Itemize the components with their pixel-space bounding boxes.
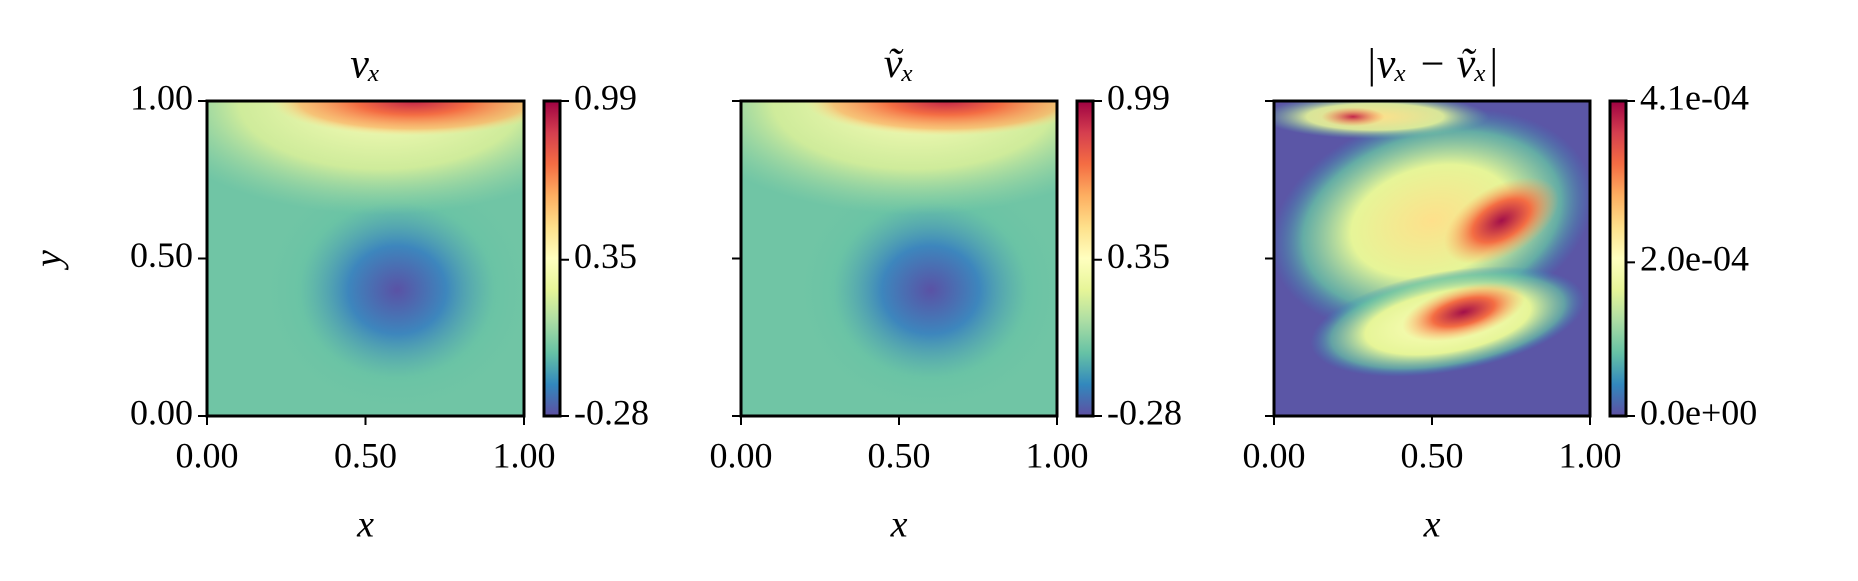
field-blob	[1444, 177, 1559, 265]
field-blob	[804, 101, 1057, 136]
heatmap-field	[741, 101, 1057, 416]
field-blob	[270, 101, 524, 136]
colorbar	[1075, 99, 1095, 418]
field-blob	[1402, 282, 1525, 342]
y-tick-label: 0.00	[130, 392, 193, 432]
y-tick-label: 0.50	[130, 235, 193, 275]
colorbar-tick-label: 2.0e-04	[1640, 239, 1749, 279]
x-tick-label: 0.00	[1243, 435, 1306, 475]
colorbar-tick-label: 0.35	[1107, 236, 1170, 276]
colorbar	[1608, 99, 1628, 418]
x-tick-label: 0.50	[1401, 435, 1464, 475]
field-blob	[791, 164, 1057, 416]
y-axis-label: y	[28, 250, 70, 271]
field-blob	[1321, 107, 1385, 127]
x-tick-label: 0.50	[868, 435, 931, 475]
heatmap-field	[1274, 101, 1590, 416]
heatmap-field	[207, 101, 524, 416]
x-tick-label: 1.00	[493, 435, 556, 475]
x-axis-label: x	[356, 504, 374, 546]
colorbar-tick-label: 0.0e+00	[1640, 392, 1757, 432]
field-blob	[257, 164, 524, 416]
colorbar-tick-label: -0.28	[574, 392, 649, 432]
y-tick-label: 1.00	[130, 77, 193, 117]
x-tick-label: 0.00	[176, 435, 239, 475]
chart-title: ṽₓ	[884, 42, 915, 88]
colorbar-tick-label: -0.28	[1107, 392, 1182, 432]
colorbar	[542, 99, 562, 418]
x-axis-label: x	[890, 504, 908, 546]
colorbar-tick-label: 4.1e-04	[1640, 77, 1749, 117]
x-axis-label: x	[1423, 504, 1441, 546]
x-tick-label: 1.00	[1026, 435, 1089, 475]
x-tick-label: 1.00	[1559, 435, 1622, 475]
colorbar-tick-label: 0.99	[574, 77, 637, 117]
colorbar-tick-label: 0.99	[1107, 77, 1170, 117]
x-tick-label: 0.00	[710, 435, 773, 475]
chart-title: vₓ	[350, 42, 381, 88]
x-tick-label: 0.50	[334, 435, 397, 475]
chart-title: |vₓ − ṽₓ|	[1365, 42, 1499, 88]
colorbar-tick-label: 0.35	[574, 236, 637, 276]
